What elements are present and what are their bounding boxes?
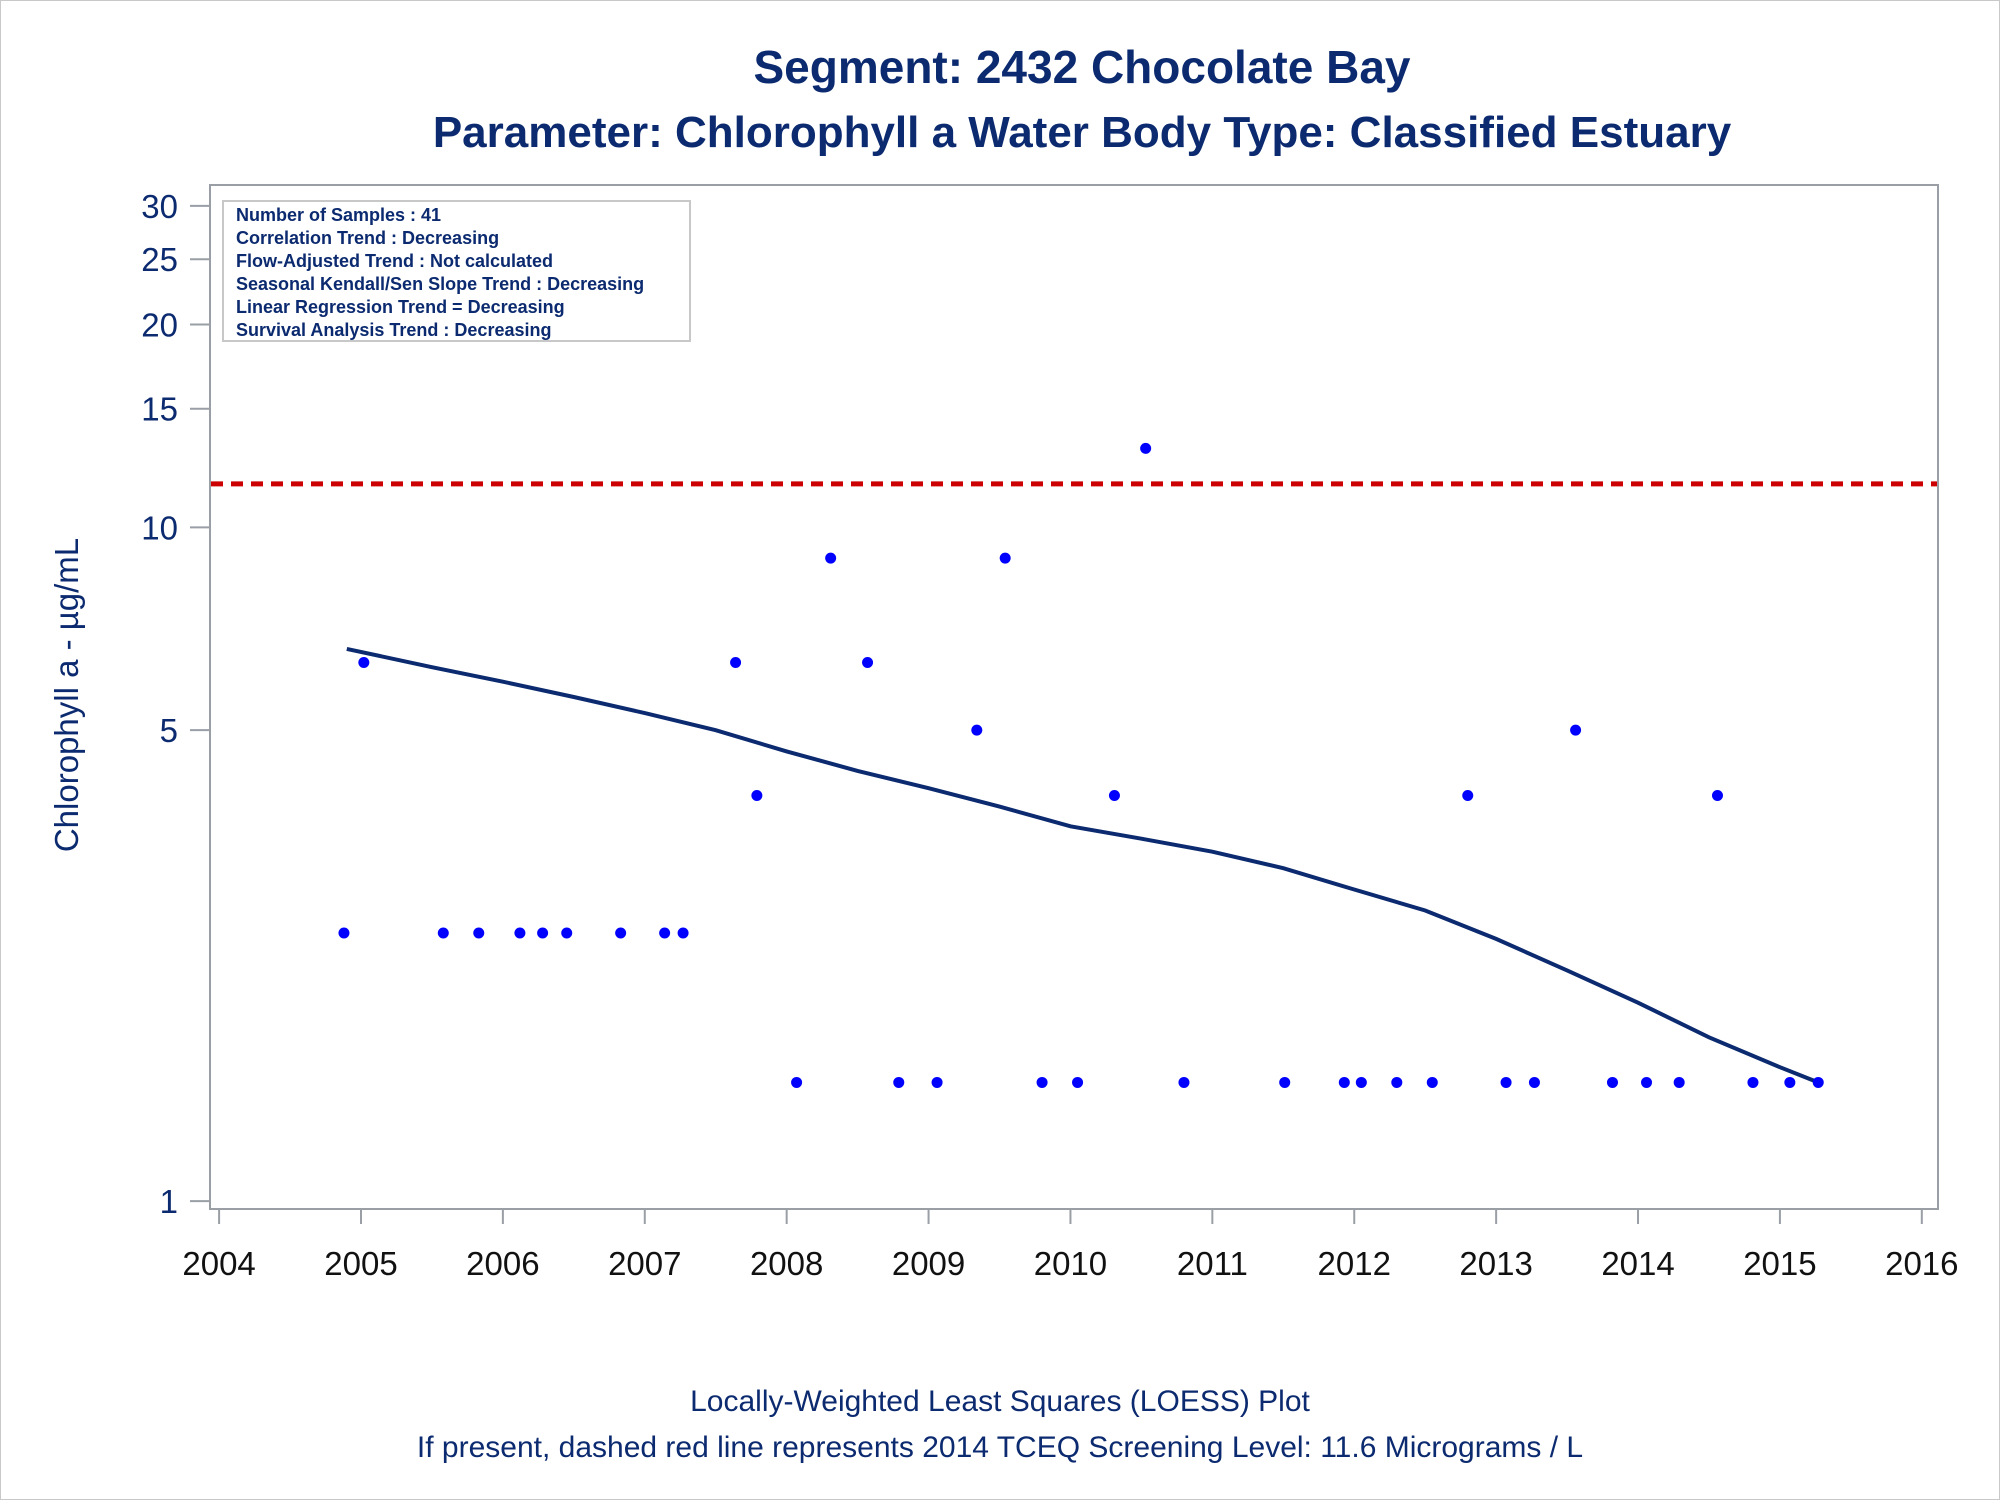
data-point	[1072, 1076, 1084, 1088]
data-point	[677, 927, 689, 939]
info-flow-adjusted-trend: Flow-Adjusted Trend : Not calculated	[236, 251, 553, 271]
info-box-frame	[222, 200, 691, 342]
data-point	[1500, 1076, 1512, 1088]
x-tick-label: 2006	[466, 1245, 539, 1282]
data-point	[1812, 1076, 1824, 1088]
data-point	[1462, 789, 1474, 801]
y-tick-label: 30	[141, 188, 178, 225]
x-axis: 2004 2005 2006 2007 2008 2009 2010 2011 2012 2013…	[182, 1209, 1959, 1282]
x-tick-label: 2004	[182, 1245, 255, 1282]
data-point	[561, 927, 573, 939]
info-survival-analysis-trend: Survival Analysis Trend : Decreasing	[236, 320, 551, 340]
data-point	[1606, 1076, 1618, 1088]
data-point	[1528, 1076, 1540, 1088]
data-point	[358, 657, 370, 669]
data-point	[537, 927, 549, 939]
x-tick-label: 2005	[324, 1245, 397, 1282]
x-tick-label: 2009	[892, 1245, 965, 1282]
footer-loess-caption: Locally-Weighted Least Squares (LOESS) P…	[690, 1385, 1310, 1418]
y-tick-label: 25	[141, 241, 178, 278]
plot-area	[209, 184, 1939, 1210]
info-seasonal-kendall-trend: Seasonal Kendall/Sen Slope Trend : Decre…	[236, 274, 644, 294]
data-point	[751, 789, 763, 801]
y-tick-label: 1	[160, 1183, 178, 1220]
data-point	[1711, 789, 1723, 801]
x-tick-label: 2015	[1743, 1245, 1816, 1282]
data-point	[437, 927, 449, 939]
data-point	[1673, 1076, 1685, 1088]
data-point	[1391, 1076, 1403, 1088]
data-point	[1140, 442, 1152, 454]
data-point	[1784, 1076, 1796, 1088]
data-point	[971, 724, 983, 736]
y-axis-label: Chlorophyll a - µg/mL	[48, 538, 85, 852]
chart-subtitle: Parameter: Chlorophyll a Water Body Type…	[433, 108, 1732, 157]
x-tick-label: 2016	[1885, 1245, 1958, 1282]
y-tick-label: 5	[160, 712, 178, 749]
info-correlation-trend: Correlation Trend : Decreasing	[236, 228, 499, 248]
data-point	[862, 657, 874, 669]
data-point	[1355, 1076, 1367, 1088]
data-point	[514, 927, 526, 939]
loess-curve	[346, 646, 1819, 1085]
data-point	[999, 552, 1011, 564]
info-samples: Number of Samples : 41	[236, 205, 441, 225]
data-point	[893, 1076, 905, 1088]
y-tick-label: 10	[141, 509, 178, 546]
data-point	[825, 552, 837, 564]
x-tick-label: 2011	[1177, 1245, 1248, 1282]
data-point	[1426, 1076, 1438, 1088]
y-tick-label: 20	[141, 307, 178, 344]
data-point	[1178, 1076, 1190, 1088]
x-tick-label: 2008	[750, 1245, 823, 1282]
data-point	[1279, 1076, 1291, 1088]
data-point	[1108, 789, 1120, 801]
data-point	[931, 1076, 943, 1088]
data-point	[615, 927, 627, 939]
data-point	[338, 927, 350, 939]
sample-points	[338, 210, 1824, 1088]
data-point	[659, 927, 671, 939]
data-point	[1747, 1076, 1759, 1088]
footer-screening-note: If present, dashed red line represents 2…	[417, 1431, 1583, 1464]
x-tick-label: 2014	[1601, 1245, 1674, 1282]
data-point	[1036, 1076, 1048, 1088]
data-point	[791, 1076, 803, 1088]
y-tick-label: 15	[141, 391, 178, 428]
chart-title: Segment: 2432 Chocolate Bay	[753, 41, 1410, 93]
x-tick-label: 2010	[1034, 1245, 1107, 1282]
x-tick-label: 2013	[1459, 1245, 1532, 1282]
data-point	[1570, 724, 1582, 736]
data-point	[473, 927, 485, 939]
trend-info-box: Number of Samples : 41 Correlation Trend…	[222, 200, 691, 342]
x-tick-label: 2007	[608, 1245, 681, 1282]
data-point	[1338, 1076, 1350, 1088]
info-linear-regression-trend: Linear Regression Trend = Decreasing	[236, 297, 565, 317]
data-point	[1641, 1076, 1653, 1088]
data-point	[730, 657, 742, 669]
x-tick-label: 2012	[1318, 1245, 1391, 1282]
